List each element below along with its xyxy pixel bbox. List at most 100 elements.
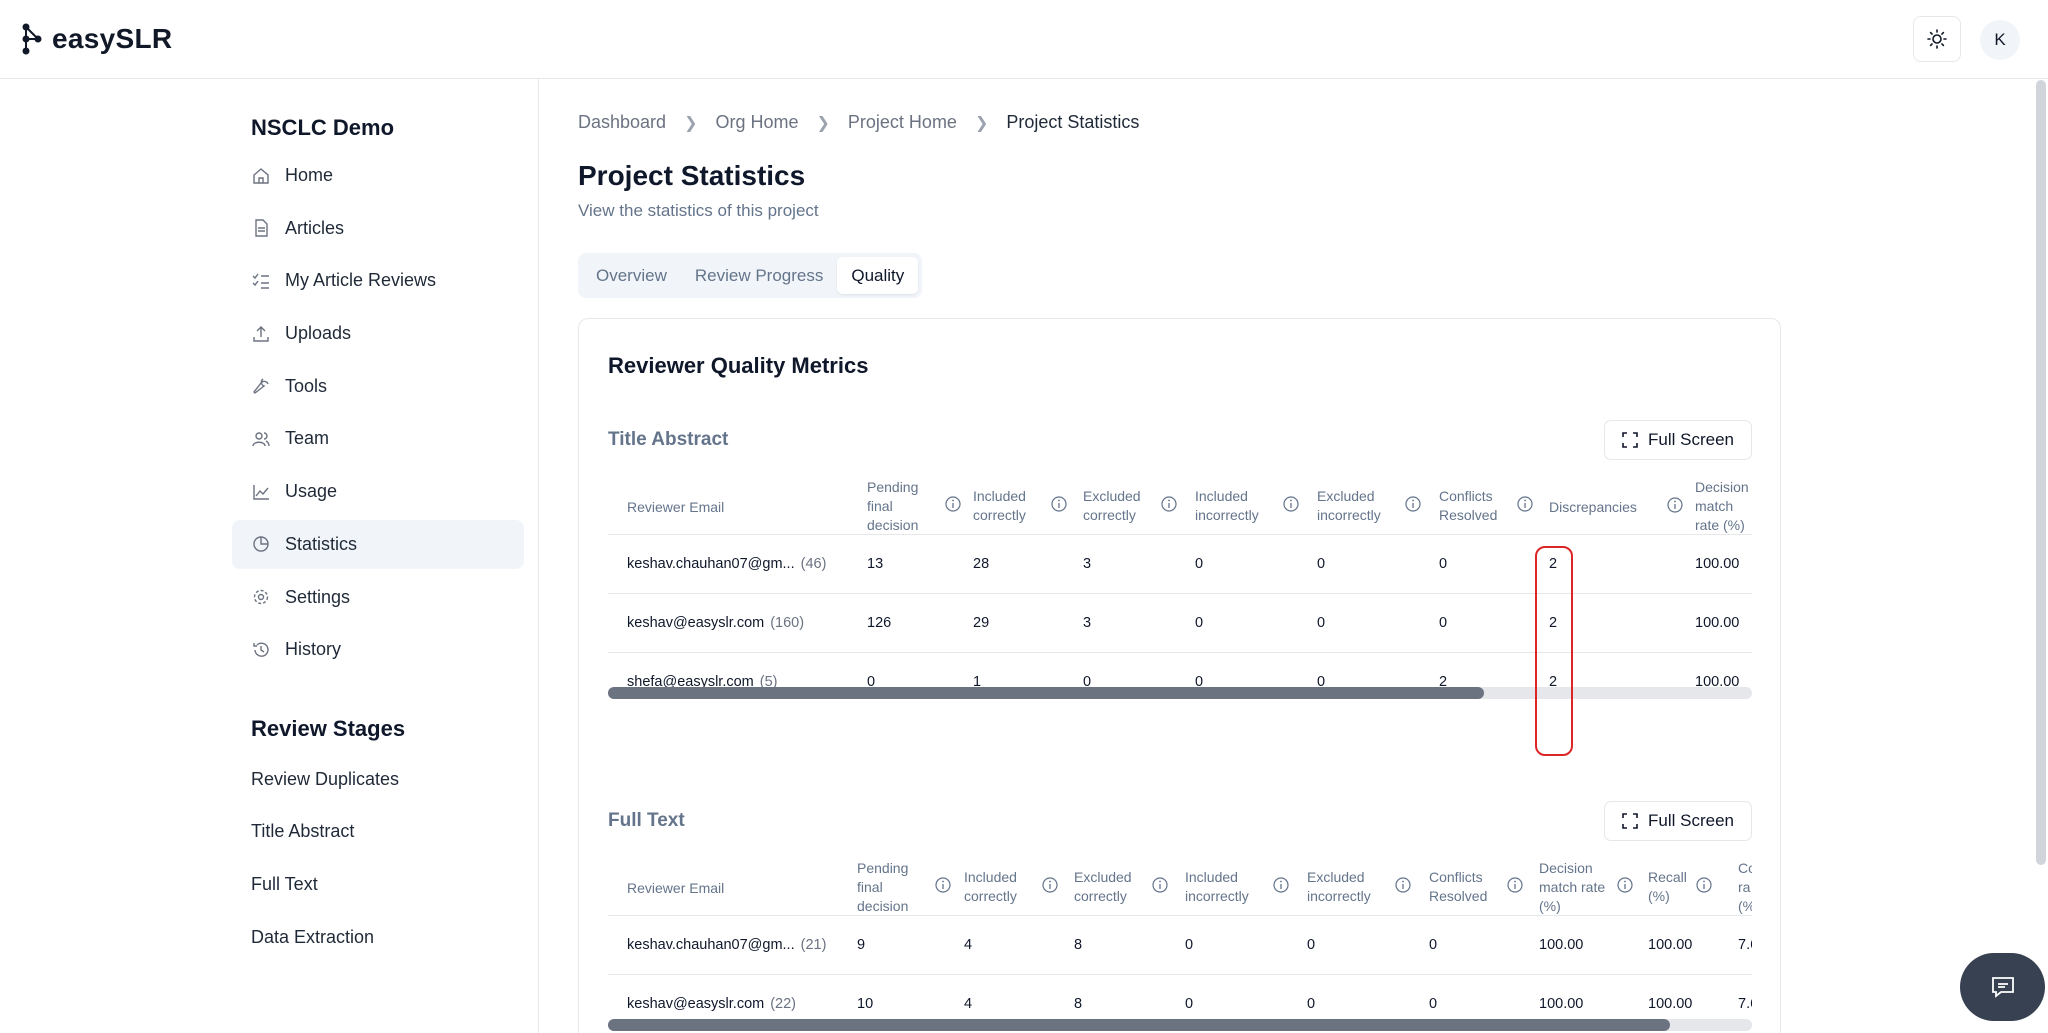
column-header[interactable]: Pending final decision — [857, 859, 951, 916]
column-header[interactable]: Included incorrectly — [1195, 487, 1299, 525]
chevron-right-icon: ❯ — [684, 114, 698, 132]
full-text-full-screen-button[interactable]: Full Screen — [1604, 801, 1752, 841]
metric-cell: 0 — [1195, 556, 1204, 572]
metric-cell: 0 — [867, 674, 876, 690]
info-icon[interactable] — [1507, 876, 1523, 898]
sidebar-item-history[interactable]: History — [232, 625, 524, 674]
column-header[interactable]: Recall (%) — [1648, 868, 1712, 906]
info-icon[interactable] — [1395, 876, 1411, 898]
column-header-label: Included incorrectly — [1185, 869, 1249, 904]
metric-cell: 100.00 — [1695, 615, 1740, 631]
info-icon[interactable] — [1617, 876, 1633, 898]
metric-cell: 10 — [857, 996, 874, 1012]
horizontal-scrollbar[interactable] — [608, 1019, 1752, 1031]
chat-button[interactable] — [1960, 953, 2045, 1021]
title-abstract-full-screen-button[interactable]: Full Screen — [1604, 420, 1752, 460]
metric-cell: 0 — [1307, 996, 1316, 1012]
chevron-right-icon: ❯ — [974, 114, 989, 132]
metric-cell: 2 — [1549, 556, 1558, 572]
stage-review-duplicates[interactable]: Review Duplicates — [251, 769, 400, 789]
metric-cell: 2 — [1549, 674, 1558, 690]
table-row[interactable]: shefa@easyslr.com (5) 0 1 0 0 0 2 2 100.00 — [608, 653, 1752, 707]
metric-cell: 100.00 — [1648, 996, 1693, 1012]
info-icon[interactable] — [1405, 495, 1421, 517]
line-chart-icon — [251, 482, 271, 502]
column-header[interactable]: Included correctly — [973, 487, 1067, 525]
column-header[interactable]: Co ra (% — [1738, 859, 1752, 916]
info-icon[interactable] — [1042, 876, 1058, 898]
breadcrumb-current: Project Statistics — [1006, 112, 1140, 132]
column-header[interactable]: Conflicts Resolved — [1439, 487, 1533, 525]
info-icon[interactable] — [1667, 496, 1683, 518]
reviewer-email: keshav@easyslr.com — [627, 615, 765, 631]
sidebar-item-usage[interactable]: Usage — [232, 467, 524, 516]
table-header: Reviewer Email Pending final decision Incl… — [608, 858, 1752, 916]
column-header[interactable]: Excluded incorrectly — [1317, 487, 1421, 525]
sidebar-item-home[interactable]: Home — [232, 151, 524, 200]
sidebar-item-statistics[interactable]: Statistics — [232, 519, 524, 569]
column-header-label: Included incorrectly — [1195, 488, 1259, 523]
info-icon[interactable] — [935, 876, 951, 898]
theme-toggle-button[interactable] — [1913, 16, 1961, 62]
full-text-heading: Full Text — [608, 810, 685, 831]
column-header-label: Decision match rate (%) — [1539, 859, 1606, 914]
logo[interactable]: easySLR — [20, 22, 172, 56]
column-header[interactable]: Decision match rate (%) — [1539, 859, 1633, 916]
info-icon[interactable] — [1283, 495, 1299, 517]
sidebar-item-articles[interactable]: Articles — [232, 204, 524, 253]
column-header[interactable]: Discrepancies — [1549, 496, 1683, 518]
column-header-label: Included correctly — [973, 488, 1026, 523]
sidebar-item-label: Usage — [285, 481, 338, 502]
info-icon[interactable] — [1273, 876, 1289, 898]
column-header[interactable]: Decision match rate (%) — [1695, 478, 1752, 535]
sidebar-item-uploads[interactable]: Uploads — [232, 309, 524, 358]
page-scrollbar[interactable] — [2036, 80, 2046, 865]
stage-data-extraction[interactable]: Data Extraction — [251, 927, 375, 947]
sidebar-item-settings[interactable]: Settings — [232, 573, 524, 622]
metric-cell: 0 — [1307, 937, 1316, 953]
chevron-right-icon: ❯ — [816, 114, 830, 132]
info-icon[interactable] — [1051, 495, 1067, 517]
column-header[interactable]: Pending final decision — [867, 478, 961, 535]
column-header[interactable]: Conflicts Resolved — [1429, 868, 1523, 906]
info-icon[interactable] — [1152, 876, 1168, 898]
stage-title-abstract[interactable]: Title Abstract — [251, 821, 355, 841]
user-avatar[interactable]: K — [1980, 20, 2020, 60]
column-header-label: Discrepancies — [1549, 498, 1637, 515]
info-icon[interactable] — [1696, 876, 1712, 898]
column-header[interactable]: Reviewer Email — [627, 878, 797, 898]
column-header[interactable]: Included correctly — [964, 868, 1058, 906]
column-header[interactable]: Excluded incorrectly — [1307, 868, 1411, 906]
stage-full-text[interactable]: Full Text — [251, 874, 318, 894]
scrollbar-thumb[interactable] — [608, 1019, 1670, 1031]
metric-cell: 29 — [973, 615, 990, 631]
column-header[interactable]: Reviewer Email — [627, 497, 797, 517]
column-header-label: Reviewer Email — [627, 498, 725, 515]
reviewer-email: keshav.chauhan07@gm... — [627, 556, 795, 572]
tab-review-progress[interactable]: Review Progress — [694, 265, 824, 285]
info-icon[interactable] — [945, 495, 961, 517]
column-header-label: Recall (%) — [1648, 869, 1687, 904]
table-row[interactable]: keshav.chauhan07@gm... (46) 13 28 3 0 0 0 2 100.0… — [608, 535, 1752, 594]
info-icon[interactable] — [1161, 495, 1177, 517]
column-header[interactable]: Excluded correctly — [1074, 868, 1168, 906]
table-row[interactable]: keshav.chauhan07@gm... (21) 9 4 8 0 0 0 100.00 10… — [608, 916, 1752, 975]
sidebar-item-team[interactable]: Team — [232, 414, 524, 463]
chat-icon — [1991, 977, 2014, 998]
sidebar-item-tools[interactable]: Tools — [232, 362, 524, 411]
metric-cell: 0 — [1317, 615, 1326, 631]
sidebar-item-my-article-reviews[interactable]: My Article Reviews — [232, 256, 524, 305]
info-icon[interactable] — [1517, 495, 1533, 517]
column-header[interactable]: Excluded correctly — [1083, 487, 1177, 525]
breadcrumb-project-home[interactable]: Project Home — [847, 112, 957, 132]
tab-overview[interactable]: Overview — [596, 265, 667, 285]
scrollbar-thumb[interactable] — [608, 687, 1485, 699]
table-row[interactable]: keshav@easyslr.com (160) 126 29 3 0 0 0 2 100.00 — [608, 594, 1752, 653]
tab-quality[interactable]: Quality — [837, 257, 919, 294]
table-row[interactable]: keshav@easyslr.com (22) 10 4 8 0 0 0 100.00 100.0… — [608, 975, 1752, 1033]
sidebar-item-label: Uploads — [285, 323, 352, 344]
horizontal-scrollbar[interactable] — [608, 687, 1752, 699]
column-header[interactable]: Included incorrectly — [1185, 868, 1289, 906]
breadcrumb-org-home[interactable]: Org Home — [715, 112, 799, 132]
breadcrumb-dashboard[interactable]: Dashboard — [578, 112, 667, 132]
